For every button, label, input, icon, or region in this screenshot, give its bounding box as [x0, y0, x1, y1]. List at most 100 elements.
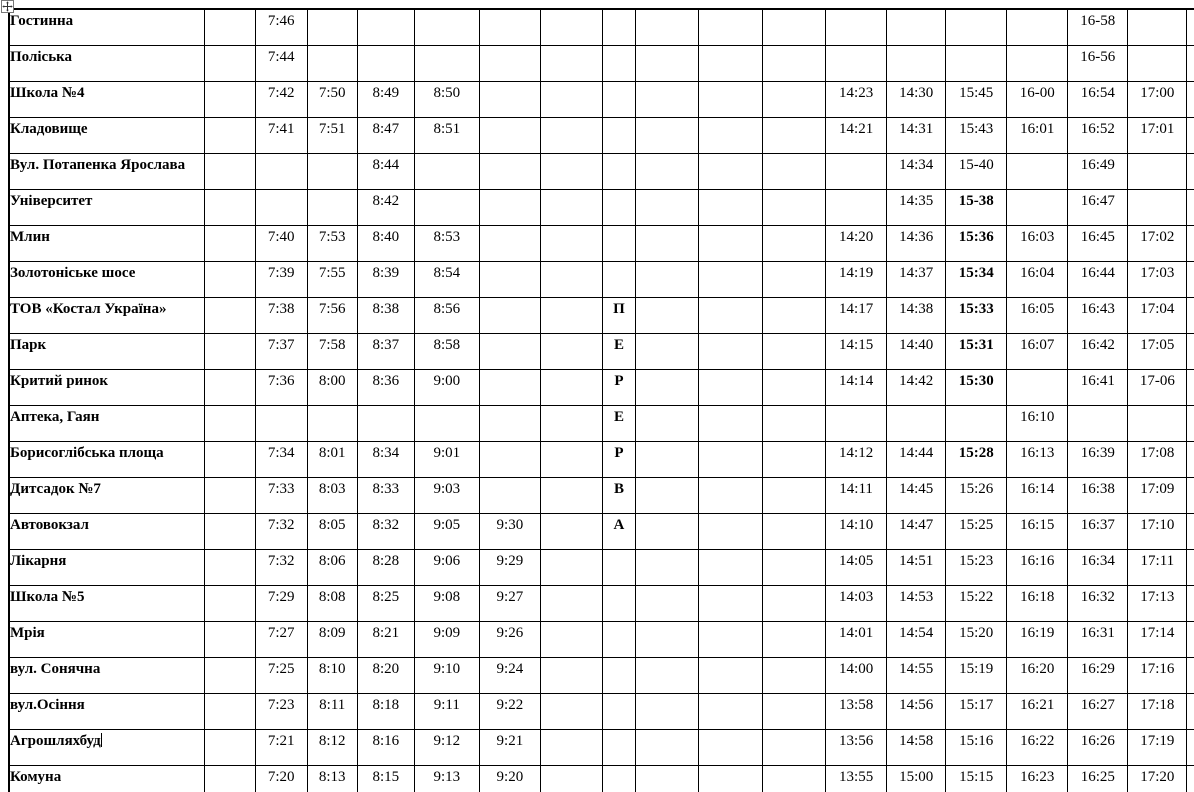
time-cell[interactable]: [1186, 765, 1194, 792]
time-cell[interactable]: 8:34: [356, 441, 415, 478]
time-cell[interactable]: 16:14: [1006, 477, 1069, 514]
time-cell[interactable]: [945, 405, 1008, 442]
time-cell[interactable]: [634, 585, 700, 622]
time-cell[interactable]: 9:03: [413, 477, 480, 514]
time-cell[interactable]: 8:15: [356, 765, 415, 792]
time-cell[interactable]: 16:23: [1006, 765, 1069, 792]
time-cell[interactable]: [697, 729, 764, 766]
stop-name-cell[interactable]: Борисоглібська площа: [8, 441, 205, 478]
time-cell[interactable]: [1067, 405, 1129, 442]
time-cell[interactable]: 15:00: [886, 765, 947, 792]
stop-name-cell[interactable]: вул.Осіння: [8, 693, 205, 730]
time-cell[interactable]: [478, 441, 541, 478]
time-cell[interactable]: [825, 405, 888, 442]
time-cell[interactable]: [634, 261, 700, 298]
time-cell[interactable]: 16:01: [1006, 117, 1069, 154]
time-cell[interactable]: [203, 369, 256, 406]
stop-name-cell[interactable]: Парк: [8, 333, 205, 370]
time-cell[interactable]: [203, 765, 256, 792]
time-cell[interactable]: [478, 81, 541, 118]
time-cell[interactable]: [945, 45, 1008, 82]
time-cell[interactable]: 14:23: [825, 81, 888, 118]
time-cell[interactable]: 14:11: [825, 477, 888, 514]
time-cell[interactable]: [697, 8, 764, 46]
time-cell[interactable]: 7:34: [254, 441, 308, 478]
time-cell[interactable]: [539, 477, 603, 514]
time-cell[interactable]: [1186, 261, 1194, 298]
time-cell[interactable]: [356, 45, 415, 82]
time-cell[interactable]: 14:35: [886, 189, 947, 226]
time-cell[interactable]: [539, 729, 603, 766]
time-cell[interactable]: [634, 477, 700, 514]
time-cell[interactable]: [1127, 45, 1188, 82]
time-cell[interactable]: 14:19: [825, 261, 888, 298]
time-cell[interactable]: 15:43: [945, 117, 1008, 154]
time-cell[interactable]: 9:00: [413, 369, 480, 406]
time-cell[interactable]: 8:54: [413, 261, 480, 298]
time-cell[interactable]: 15:31: [945, 333, 1008, 370]
time-cell[interactable]: [762, 297, 827, 334]
time-cell[interactable]: [1006, 189, 1069, 226]
time-cell[interactable]: [306, 153, 358, 190]
stop-name-cell[interactable]: Мрія: [8, 621, 205, 658]
stop-name-cell[interactable]: Млин: [8, 225, 205, 262]
time-cell[interactable]: [634, 333, 700, 370]
time-cell[interactable]: [634, 189, 700, 226]
time-cell[interactable]: 14:38: [886, 297, 947, 334]
time-cell[interactable]: [1186, 657, 1194, 694]
time-cell[interactable]: [1186, 45, 1194, 82]
table-move-handle[interactable]: [1, 0, 14, 13]
time-cell[interactable]: 8:11: [306, 693, 358, 730]
stop-name-cell[interactable]: Лікарня: [8, 549, 205, 586]
time-cell[interactable]: 7:20: [254, 765, 308, 792]
time-cell[interactable]: 9:12: [413, 729, 480, 766]
time-cell[interactable]: [356, 8, 415, 46]
time-cell[interactable]: [762, 117, 827, 154]
time-cell[interactable]: 17:16: [1127, 657, 1188, 694]
time-cell[interactable]: 13:55: [825, 765, 888, 792]
time-cell[interactable]: [634, 8, 700, 46]
time-cell[interactable]: [306, 8, 358, 46]
time-cell[interactable]: [1186, 369, 1194, 406]
time-cell[interactable]: 17:10: [1127, 513, 1188, 550]
break-letter-cell[interactable]: [601, 765, 636, 792]
time-cell[interactable]: [254, 189, 308, 226]
time-cell[interactable]: [203, 81, 256, 118]
time-cell[interactable]: 15:30: [945, 369, 1008, 406]
time-cell[interactable]: [634, 657, 700, 694]
break-letter-cell[interactable]: [601, 729, 636, 766]
time-cell[interactable]: [539, 405, 603, 442]
time-cell[interactable]: [1006, 369, 1069, 406]
time-cell[interactable]: 13:58: [825, 693, 888, 730]
time-cell[interactable]: 8:47: [356, 117, 415, 154]
time-cell[interactable]: 14:00: [825, 657, 888, 694]
time-cell[interactable]: [762, 585, 827, 622]
time-cell[interactable]: [634, 729, 700, 766]
time-cell[interactable]: 16-56: [1067, 45, 1129, 82]
time-cell[interactable]: 15:28: [945, 441, 1008, 478]
time-cell[interactable]: [762, 81, 827, 118]
time-cell[interactable]: 9:24: [478, 657, 541, 694]
time-cell[interactable]: [634, 117, 700, 154]
time-cell[interactable]: 14:53: [886, 585, 947, 622]
time-cell[interactable]: 14:03: [825, 585, 888, 622]
time-cell[interactable]: 14:14: [825, 369, 888, 406]
time-cell[interactable]: 15:33: [945, 297, 1008, 334]
time-cell[interactable]: 16:52: [1067, 117, 1129, 154]
time-cell[interactable]: [762, 513, 827, 550]
time-cell[interactable]: [203, 153, 256, 190]
time-cell[interactable]: [1186, 189, 1194, 226]
time-cell[interactable]: [697, 621, 764, 658]
time-cell[interactable]: 17:03: [1127, 261, 1188, 298]
time-cell[interactable]: [1127, 153, 1188, 190]
break-letter-cell[interactable]: В: [601, 477, 636, 514]
time-cell[interactable]: [886, 405, 947, 442]
time-cell[interactable]: 14:45: [886, 477, 947, 514]
time-cell[interactable]: [1186, 441, 1194, 478]
time-cell[interactable]: 7:33: [254, 477, 308, 514]
time-cell[interactable]: 16:13: [1006, 441, 1069, 478]
time-cell[interactable]: 9:05: [413, 513, 480, 550]
time-cell[interactable]: 14:15: [825, 333, 888, 370]
time-cell[interactable]: 14:20: [825, 225, 888, 262]
break-letter-cell[interactable]: Р: [601, 441, 636, 478]
